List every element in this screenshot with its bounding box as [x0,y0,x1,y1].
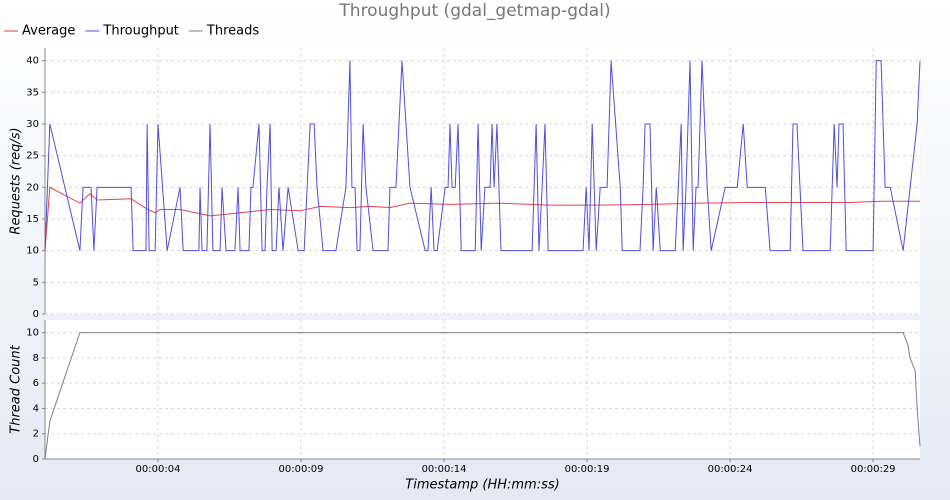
y-tick-label: 2 [33,429,39,440]
y-tick-label: 10 [26,328,39,339]
series-line [44,332,921,460]
y-tick-label: 25 [26,151,39,162]
legend-label: Threads [206,24,259,39]
x-tick-label: 00:00:04 [136,464,181,475]
y-tick-label: 20 [26,182,39,193]
x-axis-label: Timestamp (HH:mm:ss) [405,478,559,493]
x-tick-label: 00:00:09 [279,464,324,475]
series-line [44,60,921,252]
y-tick-label: 0 [33,454,39,465]
y-tick-label: 6 [33,378,39,389]
chart-title: Throughput (gdal_getmap-gdal) [338,1,610,21]
plot-area [45,48,920,314]
plot-area [45,320,920,459]
x-tick-label: 00:00:14 [422,464,467,475]
y-axis-label: Requests (req/s) [9,127,24,234]
legend-label: Average [22,24,75,39]
y-tick-label: 35 [26,87,39,98]
y-tick-label: 8 [33,353,39,364]
legend-label: Throughput [102,24,179,39]
y-tick-label: 5 [33,277,39,288]
x-tick-label: 00:00:19 [565,464,610,475]
y-axis-label: Thread Count [9,344,24,433]
y-tick-label: 15 [26,214,39,225]
y-tick-label: 0 [33,309,39,320]
y-tick-label: 10 [26,246,39,257]
x-tick-label: 00:00:29 [851,464,896,475]
y-tick-label: 30 [26,119,39,130]
y-tick-label: 4 [33,403,39,414]
x-tick-label: 00:00:24 [708,464,753,475]
y-tick-label: 40 [26,56,39,67]
